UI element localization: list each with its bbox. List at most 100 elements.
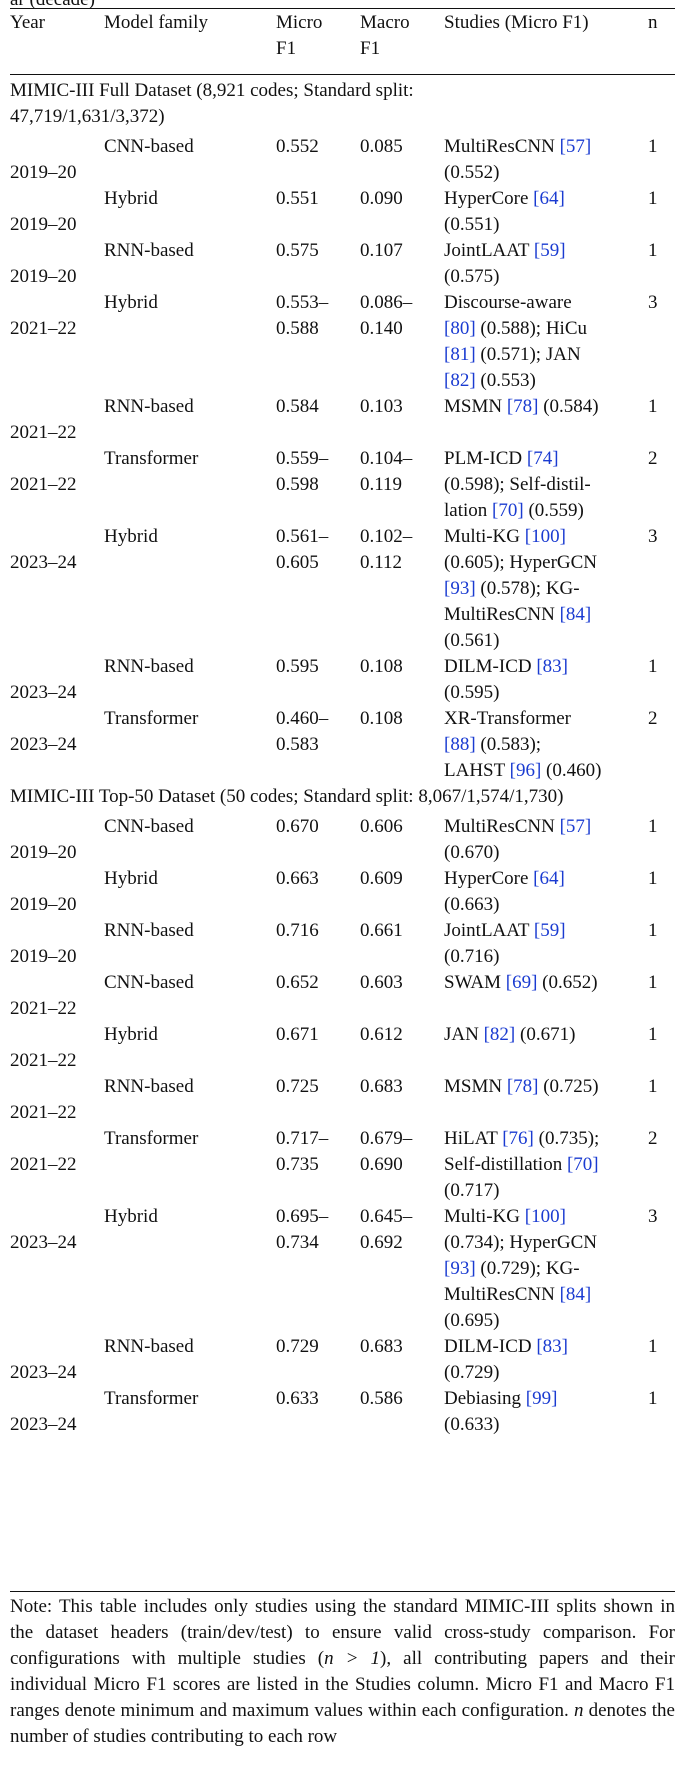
studies-text: HyperCore [444, 868, 534, 889]
citation-link[interactable]: [99] [525, 1388, 558, 1409]
year-value: 2023–24 [10, 552, 77, 573]
model-family: Hybrid [104, 526, 158, 547]
model-family: RNN-based [104, 240, 194, 261]
studies-text: LAHST [444, 760, 510, 781]
header-micro-line1: Micro [276, 12, 323, 33]
header-rule [10, 74, 675, 75]
citation-link[interactable]: [76] [502, 1128, 534, 1149]
studies-text: (0.734); HyperGCN [444, 1232, 598, 1253]
micro-f1-value: 0.734 [276, 1232, 319, 1253]
micro-f1: 0.671 [276, 1022, 356, 1048]
micro-f1-value: 0.584 [276, 396, 319, 417]
micro-f1-value: 0.725 [276, 1076, 319, 1097]
macro-f1: 0.586 [360, 1386, 438, 1412]
study-count: 1 [648, 656, 658, 677]
macro-f1-value: 0.102– [360, 526, 413, 547]
studies-text: (0.575) [444, 266, 500, 287]
year-value: 2019–20 [10, 162, 77, 183]
citation-link[interactable]: [74] [526, 448, 559, 469]
citation-link[interactable]: [70] [566, 1154, 599, 1175]
micro-f1: 0.553– 0.588 [276, 290, 356, 342]
studies-text: (0.578); KG- [475, 578, 580, 599]
studies-text: (0.735); [533, 1128, 600, 1149]
studies: PLM-ICD [74] (0.598); Self-distil-lation … [444, 446, 644, 524]
micro-f1-value: 0.598 [276, 474, 319, 495]
citation-link[interactable]: [69] [505, 972, 538, 993]
table-row: CNN-based 0.552 0.085 MultiResCNN [57] (0.55… [10, 134, 675, 186]
micro-f1-value: 0.735 [276, 1154, 319, 1175]
studies-text: (0.552) [444, 162, 500, 183]
micro-f1: 0.460– 0.583 [276, 706, 356, 758]
studies-text: JointLAAT [444, 920, 534, 941]
model-family: RNN-based [104, 920, 194, 941]
citation-link[interactable]: [100] [524, 1206, 566, 1227]
studies: JointLAAT [59] (0.716) [444, 918, 644, 970]
macro-f1: 0.679– 0.690 [360, 1126, 438, 1178]
studies-text: Debiasing [444, 1388, 526, 1409]
studies-text: (0.695) [444, 1310, 500, 1331]
citation-link[interactable]: [64] [533, 868, 565, 889]
citation-link[interactable]: [80] [444, 318, 476, 339]
citation-link[interactable]: [64] [533, 188, 565, 209]
micro-f1-value: 0.717– [276, 1128, 329, 1149]
micro-f1-value: 0.559– [276, 448, 329, 469]
citation-link[interactable]: [82] [444, 370, 476, 391]
macro-f1: 0.103 [360, 394, 438, 420]
model-family: RNN-based [104, 396, 194, 417]
model-family: Transformer [104, 1128, 199, 1149]
macro-f1: 0.090 [360, 186, 438, 212]
citation-link[interactable]: [78] [506, 1076, 539, 1097]
micro-f1-value: 0.583 [276, 734, 319, 755]
macro-f1: 0.108 [360, 654, 438, 680]
header-year: Year [10, 12, 46, 33]
citation-link[interactable]: [57] [559, 816, 592, 837]
citation-link[interactable]: [84] [559, 1284, 592, 1305]
citation-link[interactable]: [88] [444, 734, 476, 755]
study-count: 1 [648, 1024, 658, 1045]
table-row: Hybrid 0.553– 0.588 0.086– 0.140 Discourse-aw… [10, 290, 675, 394]
citation-link[interactable]: [84] [559, 604, 592, 625]
study-count: 1 [648, 1076, 658, 1097]
citation-link[interactable]: [81] [444, 344, 476, 365]
table-row: Hybrid 0.551 0.090 HyperCore [64] (0.551) 1 20… [10, 186, 675, 238]
note-math: n > 1 [324, 1648, 381, 1669]
macro-f1-value: 0.690 [360, 1154, 403, 1175]
citation-link[interactable]: [82] [483, 1024, 516, 1045]
studies-text: MultiResCNN [444, 604, 560, 625]
citation-link[interactable]: [57] [559, 136, 592, 157]
citation-link[interactable]: [70] [492, 500, 524, 521]
table-header: Year Model family Micro F1 Macro F1 Stud… [10, 10, 675, 72]
studies: Multi-KG [100] (0.734); HyperGCN [93] (0.7… [444, 1204, 644, 1334]
micro-f1: 0.584 [276, 394, 356, 420]
studies-text: (0.729) [444, 1362, 500, 1383]
micro-f1-value: 0.588 [276, 318, 319, 339]
citation-link[interactable]: [100] [524, 526, 566, 547]
micro-f1-value: 0.552 [276, 136, 319, 157]
study-count: 1 [648, 240, 658, 261]
year-value: 2023–24 [10, 734, 77, 755]
citation-link[interactable]: [78] [506, 396, 539, 417]
table-row: CNN-based 0.652 0.603 SWAM [69] (0.652) 1 202… [10, 970, 675, 1022]
micro-f1-value: 0.663 [276, 868, 319, 889]
micro-f1: 0.633 [276, 1386, 356, 1412]
studies-text: (0.605); HyperGCN [444, 552, 598, 573]
citation-link[interactable]: [93] [444, 1258, 476, 1279]
study-count: 2 [648, 448, 658, 469]
studies: Discourse-aware [80] (0.588); HiCu [81] (0… [444, 290, 644, 394]
citation-link[interactable]: [93] [444, 578, 476, 599]
citation-link[interactable]: [59] [533, 240, 566, 261]
studies-text: Discourse-aware [444, 292, 572, 313]
studies: JAN [82] (0.671) [444, 1022, 644, 1048]
year-value: 2021–22 [10, 422, 77, 443]
citation-link[interactable]: [96] [509, 760, 542, 781]
macro-f1: 0.609 [360, 866, 438, 892]
model-family: Transformer [104, 448, 199, 469]
studies-text: lation [444, 500, 493, 521]
macro-f1-value: 0.661 [360, 920, 403, 941]
citation-link[interactable]: [59] [533, 920, 566, 941]
citation-link[interactable]: [83] [536, 656, 569, 677]
micro-f1-value: 0.595 [276, 656, 319, 677]
year-value: 2019–20 [10, 266, 77, 287]
study-count: 2 [648, 1128, 658, 1149]
citation-link[interactable]: [83] [536, 1336, 569, 1357]
